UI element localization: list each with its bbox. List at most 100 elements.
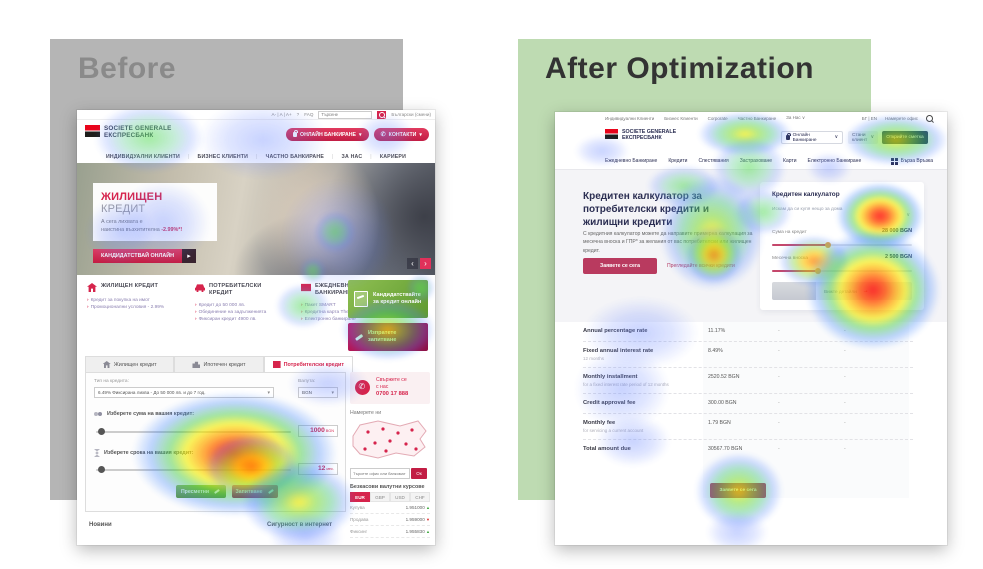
office-search-button[interactable]: Ок	[411, 468, 427, 479]
fx-tab-usd[interactable]: USD	[390, 492, 410, 502]
purpose-select[interactable]: Искам да си купя нещо за дома	[772, 207, 843, 212]
heat-blob-orange	[684, 225, 743, 284]
heat-blob-med	[697, 112, 793, 157]
heat-blob-med	[695, 451, 784, 530]
hero-rate: -2.99%*!	[161, 226, 183, 233]
fx-row-label: Фиксинг	[350, 529, 368, 534]
font-size-controls[interactable]: A- | A | A+	[271, 112, 292, 117]
row-value: 2520.52 BGN	[708, 373, 740, 380]
site-search-input[interactable]	[318, 110, 373, 119]
product-link-label: Кредит до 50 000 лв.	[198, 302, 246, 308]
fx-tab-chf[interactable]: CHF	[410, 492, 430, 502]
before-heatmap-overlay	[77, 110, 435, 545]
product-header[interactable]: ЖИЛИЩЕН КРЕДИТ	[87, 283, 179, 292]
nav-item[interactable]: Кредити	[668, 157, 688, 164]
heat-blob-green	[711, 137, 787, 200]
logo-line1: SOCIETE GENERALE	[622, 129, 677, 135]
apply-now-button[interactable]: Заявете се сега	[583, 258, 657, 274]
heat-blob-orange	[777, 235, 850, 288]
faq-link[interactable]: FAQ	[304, 112, 314, 117]
heat-blob-low	[574, 134, 630, 167]
tab-credit[interactable]: Жилищен кредит	[85, 356, 175, 372]
tab-credit[interactable]: Ипотечен кредит	[174, 356, 264, 372]
consumer-credit-icon	[272, 361, 281, 368]
product-link-label: Кредит за покупка на имот	[90, 298, 150, 303]
nav-item[interactable]: ЗА НАС	[341, 153, 363, 160]
tab-label: Потребителски кредит	[283, 361, 345, 368]
utility-nav-item[interactable]: За Нас ∨	[786, 115, 806, 120]
search-icon	[378, 111, 385, 118]
logo[interactable]: SOCIETE GENERALE ЕКСПРЕСБАНК	[605, 129, 676, 141]
calculator-title: Кредитен калкулатор	[772, 191, 840, 198]
before-title: Before	[78, 52, 177, 85]
fx-row-value: 1.951000	[405, 505, 427, 510]
find-us-label: Намерете ни	[350, 410, 382, 416]
heat-blob-low	[115, 180, 211, 266]
nav-item[interactable]: Ежедневно Банкиране	[605, 157, 658, 164]
bulgaria-map[interactable]	[350, 418, 428, 460]
fx-rate-rows: Купува 1.951000 ▲ Продава 1.959000 ▼ Фиксинг…	[350, 502, 430, 538]
product-link[interactable]: › Кредит до 50 000 лв.	[195, 302, 287, 309]
nav-item[interactable]: Карти	[783, 157, 797, 164]
house-icon	[102, 361, 111, 368]
row-label-cell: Monthly fee for servicing a current accou…	[583, 420, 708, 434]
heat-blob-low	[806, 152, 852, 185]
carousel-prev-button[interactable]: ‹	[407, 258, 418, 269]
heat-blob-med	[843, 114, 947, 167]
search-button[interactable]	[377, 110, 387, 119]
tab-active-credit[interactable]: Потребителски кредит	[263, 356, 353, 372]
carousel-next-button[interactable]: ›	[420, 258, 431, 269]
after-screenshot: Индивидуални Клиенти Бизнес Клиенти Corpor…	[555, 112, 947, 545]
row-label: Monthly fee	[583, 419, 616, 426]
chevron-down-icon: ∨	[834, 135, 838, 140]
heat-blob-green	[646, 164, 722, 207]
fx-row-value-group: 1.959000 ▼	[406, 517, 430, 522]
term-slider-handle[interactable]	[98, 466, 105, 473]
product-link[interactable]: › Обединение на задълженията	[195, 309, 287, 316]
after-title: After Optimization	[545, 52, 814, 85]
product-header[interactable]: ПОТРЕБИТЕЛСКИ КРЕДИТ	[195, 283, 287, 297]
row-label-cell: Credit approval fee	[583, 400, 708, 408]
row-value: 11.17%	[708, 328, 726, 334]
heat-blob-green	[275, 283, 331, 329]
apply-online-button[interactable]: КАНДИДАТСТВАЙ ОНЛАЙН ▸	[93, 249, 197, 263]
utility-nav-item[interactable]: Индивидуални Клиенти	[605, 115, 655, 121]
product-link-label: Обединение на задълженията	[198, 310, 267, 316]
help-link[interactable]: ?	[296, 112, 300, 117]
fx-tab-gbp[interactable]: GBP	[370, 492, 390, 502]
hero-title-rest: КРЕДИТ	[101, 203, 146, 215]
product-link[interactable]: › Промоционални условия - 2.99%	[87, 304, 179, 311]
row-col4: -	[844, 347, 846, 354]
tab-label: Ипотечен кредит	[203, 361, 246, 368]
row-value: 1.79 BGN	[708, 419, 731, 426]
product-link[interactable]: › Фиксиран кредит 4900 лв.	[195, 316, 287, 323]
fx-row-value: 1.959000	[405, 517, 427, 522]
row-label: Total amount due	[583, 446, 631, 453]
lock-icon	[293, 129, 298, 137]
arrow-up-icon: ▲	[426, 505, 430, 510]
nav-item[interactable]: ЧАСТНО БАНКИРАНЕ	[265, 153, 324, 160]
online-banking-button[interactable]: ОНЛАЙН БАНКИРАНЕ ▾	[286, 128, 369, 141]
utility-nav-item[interactable]: Бизнес Клиенти	[664, 115, 698, 121]
contact-box[interactable]: Свържете се с нас 0700 17 888	[350, 372, 430, 404]
nav-separator: |	[256, 153, 258, 160]
table-row: Monthly installment for a fixed interest …	[583, 366, 913, 393]
language-switcher[interactable]: Български (смени)	[391, 112, 431, 117]
heat-blob-low	[583, 296, 699, 369]
contacts-button[interactable]: ✆ КОНТАКТИ ▾	[373, 128, 429, 141]
heat-blob-low	[574, 348, 670, 431]
phone-icon	[355, 380, 370, 395]
heat-blob-green	[313, 210, 356, 253]
nav-item[interactable]: БИЗНЕС КЛИЕНТИ	[197, 153, 249, 160]
nav-item[interactable]: Електронно Банкиране	[807, 157, 862, 164]
row-col3: -	[778, 419, 780, 426]
table-row: Credit approval fee 300.00 BGN - -	[583, 393, 913, 413]
product-link[interactable]: › Кредит за покупка на имот	[87, 297, 179, 304]
nav-item[interactable]: КАРИЕРИ	[379, 153, 407, 160]
product-link-label: Фиксиран кредит 4900 лв.	[198, 317, 257, 323]
sum-slider-handle[interactable]	[98, 428, 105, 435]
tab-label: Жилищен кредит	[113, 361, 157, 368]
link-arrow-icon: ›	[195, 310, 197, 316]
fx-rate-row: Продава 1.959000 ▼	[350, 514, 430, 526]
